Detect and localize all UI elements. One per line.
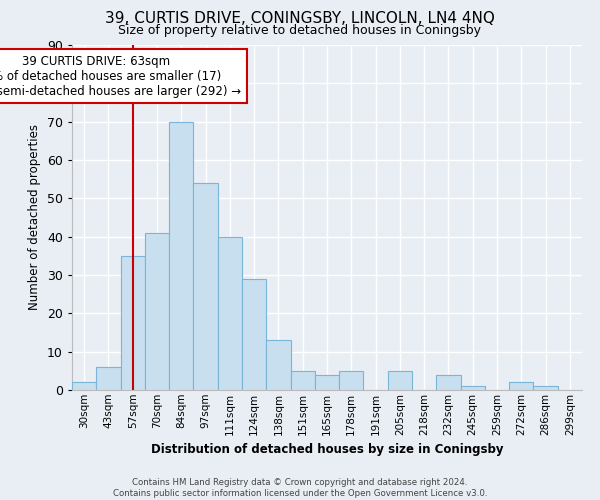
Bar xyxy=(169,122,193,390)
Bar xyxy=(193,183,218,390)
Y-axis label: Number of detached properties: Number of detached properties xyxy=(28,124,41,310)
Bar xyxy=(339,371,364,390)
Bar xyxy=(266,340,290,390)
Text: Size of property relative to detached houses in Coningsby: Size of property relative to detached ho… xyxy=(119,24,482,37)
Bar xyxy=(436,374,461,390)
Bar xyxy=(96,367,121,390)
Bar xyxy=(145,233,169,390)
Bar xyxy=(121,256,145,390)
Bar xyxy=(290,371,315,390)
Bar xyxy=(218,236,242,390)
Text: 39, CURTIS DRIVE, CONINGSBY, LINCOLN, LN4 4NQ: 39, CURTIS DRIVE, CONINGSBY, LINCOLN, LN… xyxy=(105,11,495,26)
Text: 39 CURTIS DRIVE: 63sqm
← 5% of detached houses are smaller (17)
93% of semi-deta: 39 CURTIS DRIVE: 63sqm ← 5% of detached … xyxy=(0,54,241,98)
Bar xyxy=(242,279,266,390)
Bar xyxy=(315,374,339,390)
Bar xyxy=(533,386,558,390)
Text: Contains HM Land Registry data © Crown copyright and database right 2024.
Contai: Contains HM Land Registry data © Crown c… xyxy=(113,478,487,498)
Bar xyxy=(388,371,412,390)
Bar xyxy=(461,386,485,390)
X-axis label: Distribution of detached houses by size in Coningsby: Distribution of detached houses by size … xyxy=(151,443,503,456)
Bar xyxy=(72,382,96,390)
Bar xyxy=(509,382,533,390)
